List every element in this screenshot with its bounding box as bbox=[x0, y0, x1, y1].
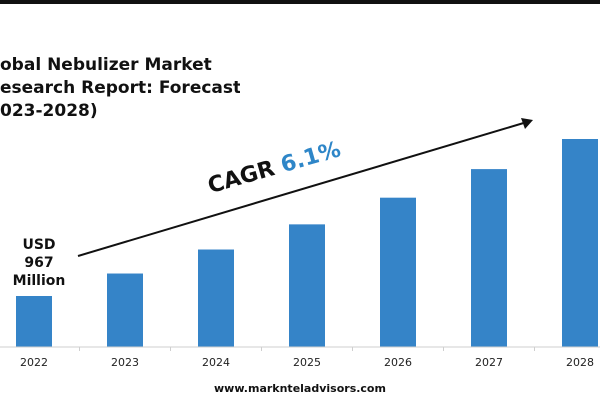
bar-2026 bbox=[380, 197, 416, 347]
chart-title: obal Nebulizer Market esearch Report: Fo… bbox=[0, 54, 240, 123]
title-line-1: obal Nebulizer Market bbox=[0, 55, 212, 75]
title-line-2: esearch Report: Forecast bbox=[0, 78, 240, 98]
x-tick-label-2025: 2025 bbox=[293, 356, 321, 369]
start-value-unit: Million bbox=[12, 273, 66, 289]
bar-2028 bbox=[562, 139, 598, 347]
x-tick-label-2022: 2022 bbox=[20, 356, 48, 369]
bar-2023 bbox=[107, 273, 143, 347]
x-tick-label-2023: 2023 bbox=[111, 356, 139, 369]
start-value-label: USD 967 Million bbox=[8, 236, 70, 290]
start-value-currency: USD bbox=[22, 237, 56, 253]
x-tick-label-2027: 2027 bbox=[475, 356, 503, 369]
bar-2027 bbox=[471, 169, 507, 347]
x-tick-label-2024: 2024 bbox=[202, 356, 230, 369]
bar-chart: 2022 2023 2024 2025 2026 2027 2028 bbox=[0, 118, 600, 369]
title-line-3: 023-2028) bbox=[0, 101, 98, 121]
footer-url[interactable]: www.marknteladvisors.com bbox=[214, 382, 386, 395]
cagr-arrow bbox=[77, 118, 533, 257]
bar-2025 bbox=[289, 224, 325, 347]
start-value-amount: 967 bbox=[24, 255, 54, 271]
bar-2024 bbox=[198, 249, 234, 347]
x-tick-label-2028: 2028 bbox=[566, 356, 594, 369]
x-tick-label-2026: 2026 bbox=[384, 356, 412, 369]
bar-2022 bbox=[16, 296, 52, 347]
